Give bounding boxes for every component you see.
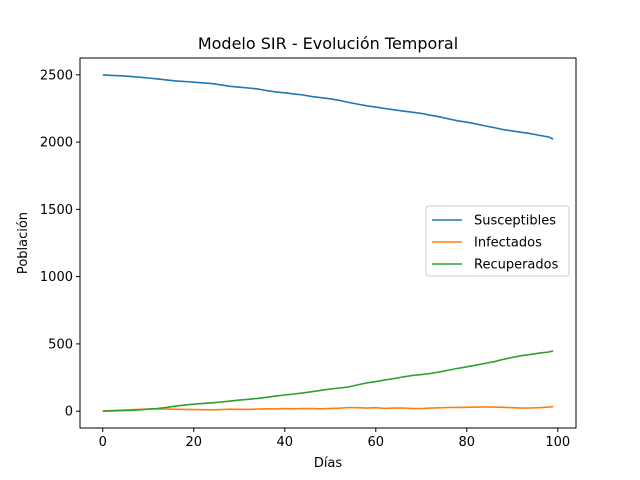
y-tick-label: 0	[65, 405, 73, 420]
plot-frame	[79, 57, 577, 429]
legend-label-recuperados: Recuperados	[474, 258, 559, 273]
series-line-recuperados	[102, 350, 554, 412]
x-axis-label: Días	[314, 456, 343, 471]
y-axis-label: Población	[16, 212, 31, 274]
legend-box	[425, 205, 570, 277]
x-tick-label: 80	[459, 435, 476, 450]
x-tick-label: 40	[276, 435, 293, 450]
x-tick-label: 60	[368, 435, 385, 450]
x-tick-label: 20	[185, 435, 202, 450]
y-tick-label: 500	[48, 337, 73, 352]
series-line-infectados	[102, 405, 554, 412]
y-axis-ticks: 0 500 1000 1500 2000 2500	[40, 68, 80, 420]
y-tick-label: 2500	[40, 68, 73, 83]
x-tick-label: 0	[99, 435, 107, 450]
series-lines	[102, 74, 554, 412]
legend-label-infectados: Infectados	[474, 236, 542, 251]
legend-label-susceptibles: Susceptibles	[474, 214, 556, 229]
y-tick-label: 1000	[40, 270, 73, 285]
legend: Susceptibles Infectados Recuperados	[425, 205, 570, 277]
x-axis-ticks: 0 20 40 60 80 100	[99, 428, 570, 450]
y-tick-label: 1500	[40, 203, 73, 218]
x-tick-label: 100	[545, 435, 570, 450]
series-line-susceptibles	[102, 74, 554, 140]
chart-title: Modelo SIR - Evolución Temporal	[198, 34, 458, 53]
y-tick-label: 2000	[40, 136, 73, 151]
